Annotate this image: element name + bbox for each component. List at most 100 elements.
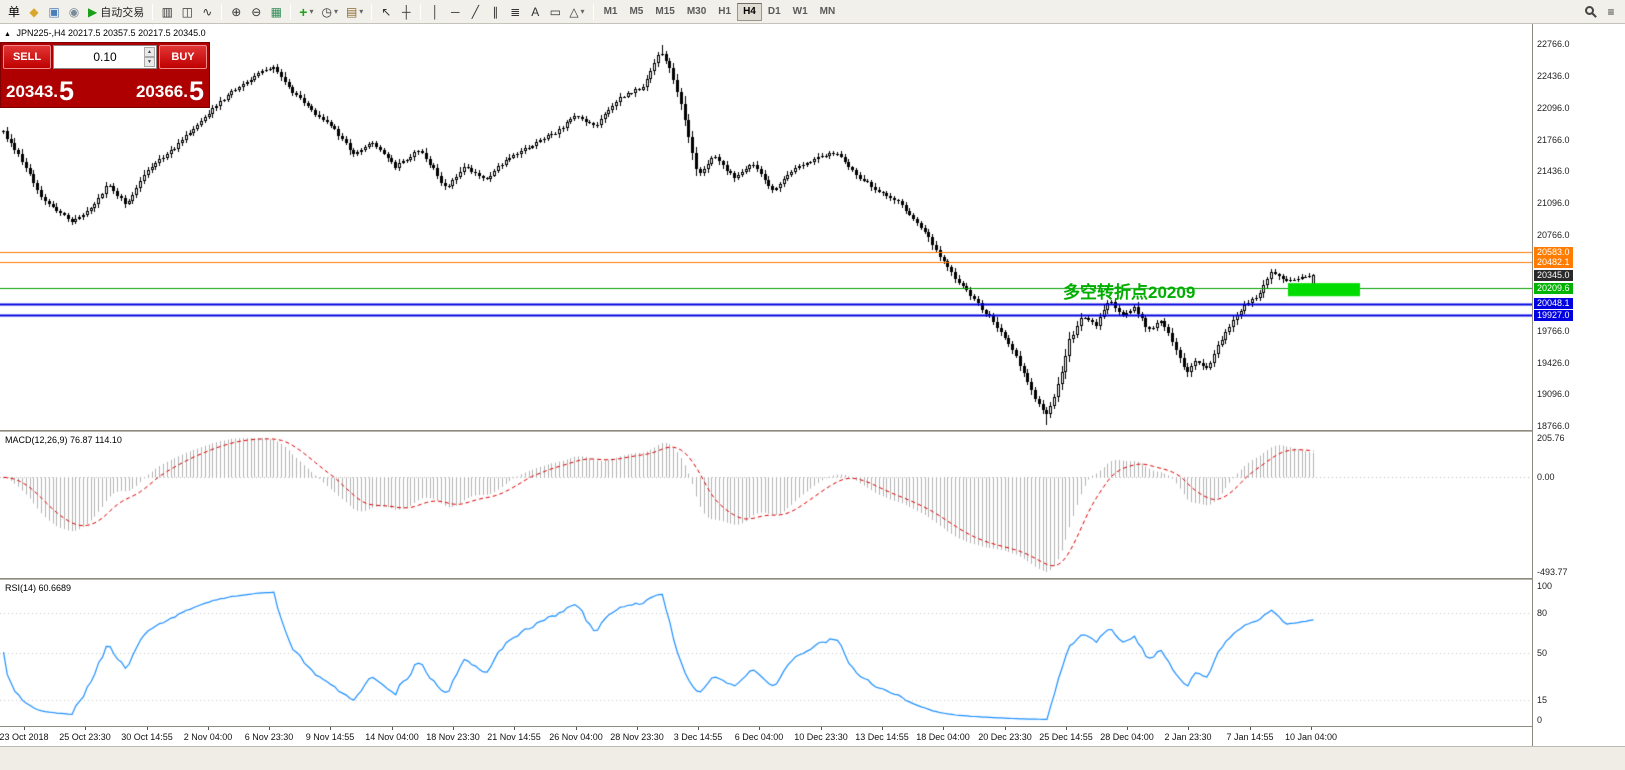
price-tag: 20209.6 [1534,283,1573,294]
timeframe-m30[interactable]: M30 [686,6,707,17]
price-tag: 20345.0 [1534,270,1573,281]
channel-icon[interactable]: ∥ [485,2,505,22]
label-icon: ▭ [549,4,561,19]
timeframe-toolbar: M1 M5 M15 M30 H1 H4 D1 W1 MN [598,2,842,21]
bar-chart-icon: ▥ [161,4,173,19]
macd-label: MACD(12,26,9) 76.87 114.10 [5,435,122,445]
timeframe-mn[interactable]: MN [819,6,836,17]
pane-splitter[interactable] [0,430,1625,432]
candlestick-chart-icon: ◫ [181,4,193,19]
timeframe-h4[interactable]: H4 [737,2,762,21]
time-label: 20 Dec 23:30 [978,732,1032,742]
time-label: 2 Nov 04:00 [183,732,233,742]
time-axis-separator [0,726,1625,727]
price-chart-canvas[interactable] [0,24,1532,430]
timeframe-d1[interactable]: D1 [767,6,781,17]
rsi-label: RSI(14) 60.6689 [5,583,72,593]
volume-input[interactable]: 0.10 ▲ ▼ [53,45,157,69]
time-label: 14 Nov 04:00 [365,732,419,742]
autotrade-button[interactable]: ▶ 自动交易 [84,2,148,22]
indicators-icon[interactable]: + ▾ [295,2,317,22]
time-tick [821,727,822,730]
timeframe-m1[interactable]: M1 [603,6,618,17]
terminal-icon[interactable]: ◉ [64,2,84,22]
one-click-trading-panel: SELL 0.10 ▲ ▼ BUY 20343. 5 20366. 5 [0,42,210,108]
horizontal-line-icon[interactable]: ─ [445,2,465,22]
toolbar-separator [221,3,223,20]
axis-label: 20766.0 [1537,230,1570,240]
templates-icon: ▤ [345,4,358,19]
timeframe-h1[interactable]: H1 [718,6,732,17]
zoom-out-icon[interactable]: ⊖ [246,2,266,22]
channel-icon: ∥ [492,4,499,19]
zoom-out-icon: ⊖ [251,4,262,19]
timeframe-m5[interactable]: M5 [629,6,644,17]
volume-down-button[interactable]: ▼ [144,57,155,67]
oneclick-collapse-icon[interactable]: ▲ [4,31,11,38]
trendline-icon[interactable]: ╱ [465,2,485,22]
price-axis[interactable]: 22766.0 22436.0 22096.0 21766.0 21436.0 21096… [1532,24,1625,746]
shapes-icon[interactable]: △ ▾ [565,2,588,22]
time-axis[interactable]: 23 Oct 2018 25 Oct 23:30 30 Oct 14:55 2 Nov… [0,727,1532,746]
market-watch-icon[interactable]: ◆ [24,2,44,22]
price-tag: 19927.0 [1534,310,1573,321]
toolbar-separator [420,3,422,20]
volume-up-button[interactable]: ▲ [144,47,155,57]
navigator-icon[interactable]: ▣ [44,2,64,22]
time-tick [85,727,86,730]
chart-symbol-period: JPN225-,H4 [16,28,66,38]
time-tick [453,727,454,730]
crosshair-icon[interactable]: ┼ [396,2,416,22]
quick-menu-icon[interactable]: ≡ [1601,2,1621,22]
timeframe-m15[interactable]: M15 [655,6,675,17]
tile-windows-icon[interactable]: ▦ [266,2,286,22]
time-tick [269,727,270,730]
rsi-canvas[interactable] [0,580,1532,726]
zoom-in-icon[interactable]: ⊕ [226,2,246,22]
time-label: 2 Jan 23:30 [1164,732,1212,742]
time-tick [1311,727,1312,730]
time-label: 21 Nov 14:55 [487,732,541,742]
indicators-icon: + [299,3,308,20]
cursor-icon[interactable]: ↖ [376,2,396,22]
time-label: 6 Dec 04:00 [734,732,784,742]
toolbar-separator [290,3,292,20]
label-icon[interactable]: ▭ [545,2,565,22]
time-tick [882,727,883,730]
autotrade-play-icon: ▶ [88,4,98,19]
line-chart-icon[interactable]: ∿ [197,2,217,22]
bar-chart-icon[interactable]: ▥ [157,2,177,22]
pane-splitter[interactable] [0,578,1625,580]
buy-button[interactable]: BUY [159,45,207,69]
sell-price: 20343. 5 [6,76,75,106]
time-tick [514,727,515,730]
templates-icon[interactable]: ▤ ▾ [342,2,367,22]
time-label: 10 Jan 04:00 [1284,732,1338,742]
candlestick-chart-icon[interactable]: ◫ [177,2,197,22]
time-label: 26 Nov 04:00 [549,732,603,742]
time-tick [576,727,577,730]
periods-icon[interactable]: ◷ ▾ [317,2,342,22]
new-order-button[interactable]: 单 [4,2,24,22]
sell-button[interactable]: SELL [3,45,51,69]
periods-icon: ◷ [321,4,332,19]
axis-label: 18766.0 [1537,421,1570,431]
search-icon[interactable] [1580,2,1601,22]
timeframe-w1[interactable]: W1 [792,6,808,17]
vertical-line-icon[interactable]: │ [425,2,445,22]
chevron-down-icon: ▾ [359,7,364,16]
new-order-button: 单 [8,5,21,19]
time-label: 9 Nov 14:55 [305,732,355,742]
toolbar-separator [152,3,154,20]
chart-ohlc: 20217.5 20357.5 20217.5 20345.0 [68,28,206,38]
axis-label: 19096.0 [1537,389,1570,399]
volume-spinner: ▲ ▼ [144,47,155,67]
text-icon: A [531,4,540,19]
fibonacci-icon[interactable]: ≣ [505,2,525,22]
vertical-line-icon: │ [431,4,440,19]
macd-canvas[interactable] [0,432,1532,578]
buy-price: 20366. 5 [135,76,204,106]
axis-label: 22766.0 [1537,39,1570,49]
text-icon[interactable]: A [525,2,545,22]
time-label: 28 Dec 04:00 [1100,732,1154,742]
